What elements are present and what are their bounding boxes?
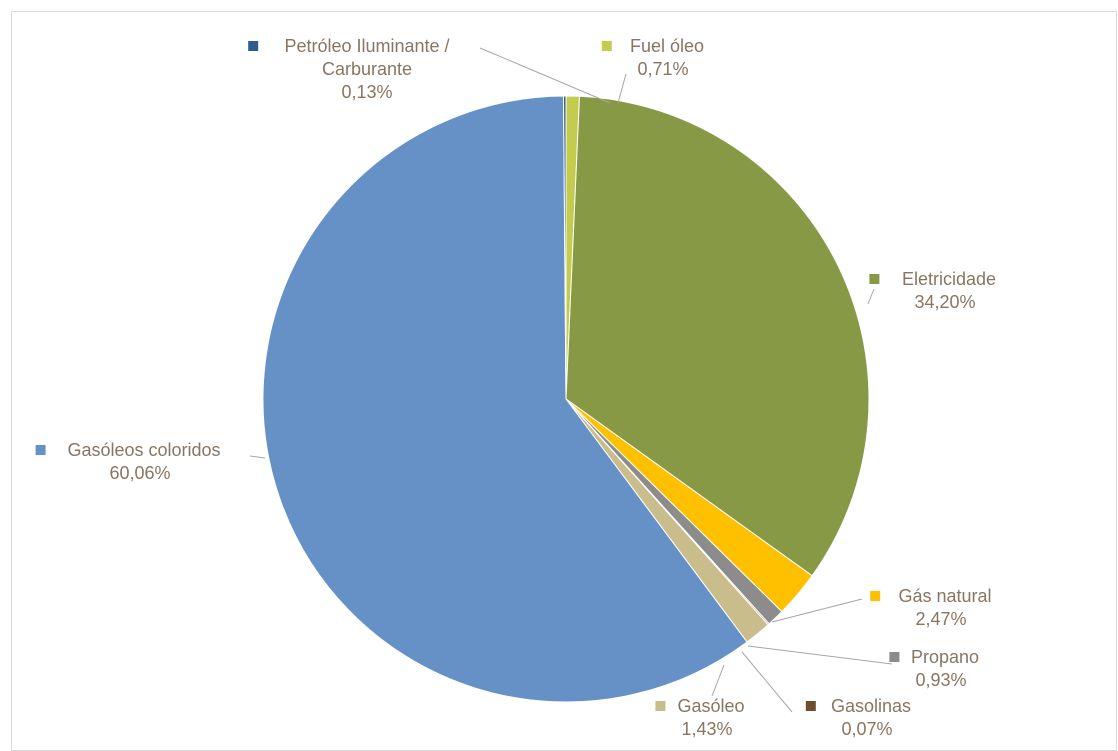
chart-area: Fuel óleo 0,71% Eletricidade 34,20% Gás natu… xyxy=(11,11,1117,751)
leader-line-gas-natural xyxy=(771,598,863,623)
label-marker-petroleo-iluminante-carburante xyxy=(248,41,259,51)
label-marker-gasoleos-coloridos xyxy=(35,445,46,455)
leader-line-gasolinas xyxy=(741,651,793,713)
leader-line-propano xyxy=(747,645,893,665)
label-value: 0,93% xyxy=(915,670,966,690)
label-marker-gas-natural xyxy=(870,591,881,601)
leader-line-petroleo-iluminante-carburante xyxy=(479,47,611,104)
label-name: Gasóleos coloridos xyxy=(67,440,220,460)
label-marker-gasolinas xyxy=(805,701,816,711)
label-name: Carburante xyxy=(322,59,412,79)
label-name: Eletricidade xyxy=(902,269,996,289)
label-name: Propano xyxy=(911,647,979,667)
label-name: Petróleo Iluminante / xyxy=(284,36,449,56)
label-name: Gasolinas xyxy=(831,696,911,716)
leader-line-gasoleos-coloridos xyxy=(249,455,266,459)
leader-line-eletricidade xyxy=(867,288,875,305)
label-value: 2,47% xyxy=(915,609,966,629)
leader-line-gasoleo xyxy=(711,664,725,697)
leader-line-fuel-oleo xyxy=(617,73,627,104)
label-marker-propano xyxy=(889,652,900,662)
label-name: Gás natural xyxy=(898,586,991,606)
label-gasoleo: Gasóleo 1,43% xyxy=(655,696,745,739)
label-value: 34,20% xyxy=(914,292,975,312)
slice-petroleo-iluminante-carburante xyxy=(563,95,567,400)
label-name: Fuel óleo xyxy=(630,36,704,56)
pie-chart: Fuel óleo 0,71% Eletricidade 34,20% Gás natu… xyxy=(35,36,996,739)
slice-labels: Fuel óleo 0,71% Eletricidade 34,20% Gás natu… xyxy=(35,36,996,739)
label-gasolinas: Gasolinas 0,07% xyxy=(805,696,911,739)
label-value: 0,07% xyxy=(841,719,892,739)
label-value: 60,06% xyxy=(109,463,170,483)
label-fuel-oleo: Fuel óleo 0,71% xyxy=(601,36,704,79)
label-value: 0,71% xyxy=(637,59,688,79)
leader-lines xyxy=(249,47,893,713)
label-value: 0,13% xyxy=(341,82,392,102)
label-marker-fuel-oleo xyxy=(601,41,612,51)
label-gasoleos-coloridos: Gasóleos coloridos 60,06% xyxy=(35,440,221,483)
label-propano: Propano 0,93% xyxy=(889,647,979,690)
label-name: Gasóleo xyxy=(677,696,744,716)
label-gas-natural: Gás natural 2,47% xyxy=(870,586,992,629)
label-marker-gasoleo xyxy=(655,701,666,711)
label-marker-eletricidade xyxy=(869,274,880,284)
pie-slices xyxy=(262,95,870,703)
slice-gasoleos-coloridos xyxy=(262,95,748,703)
label-eletricidade: Eletricidade 34,20% xyxy=(869,269,996,312)
label-value: 1,43% xyxy=(681,719,732,739)
label-petroleo-iluminante-carburante: Petróleo Iluminante / Carburante 0,13% xyxy=(248,36,450,102)
slice-eletricidade xyxy=(565,95,870,577)
